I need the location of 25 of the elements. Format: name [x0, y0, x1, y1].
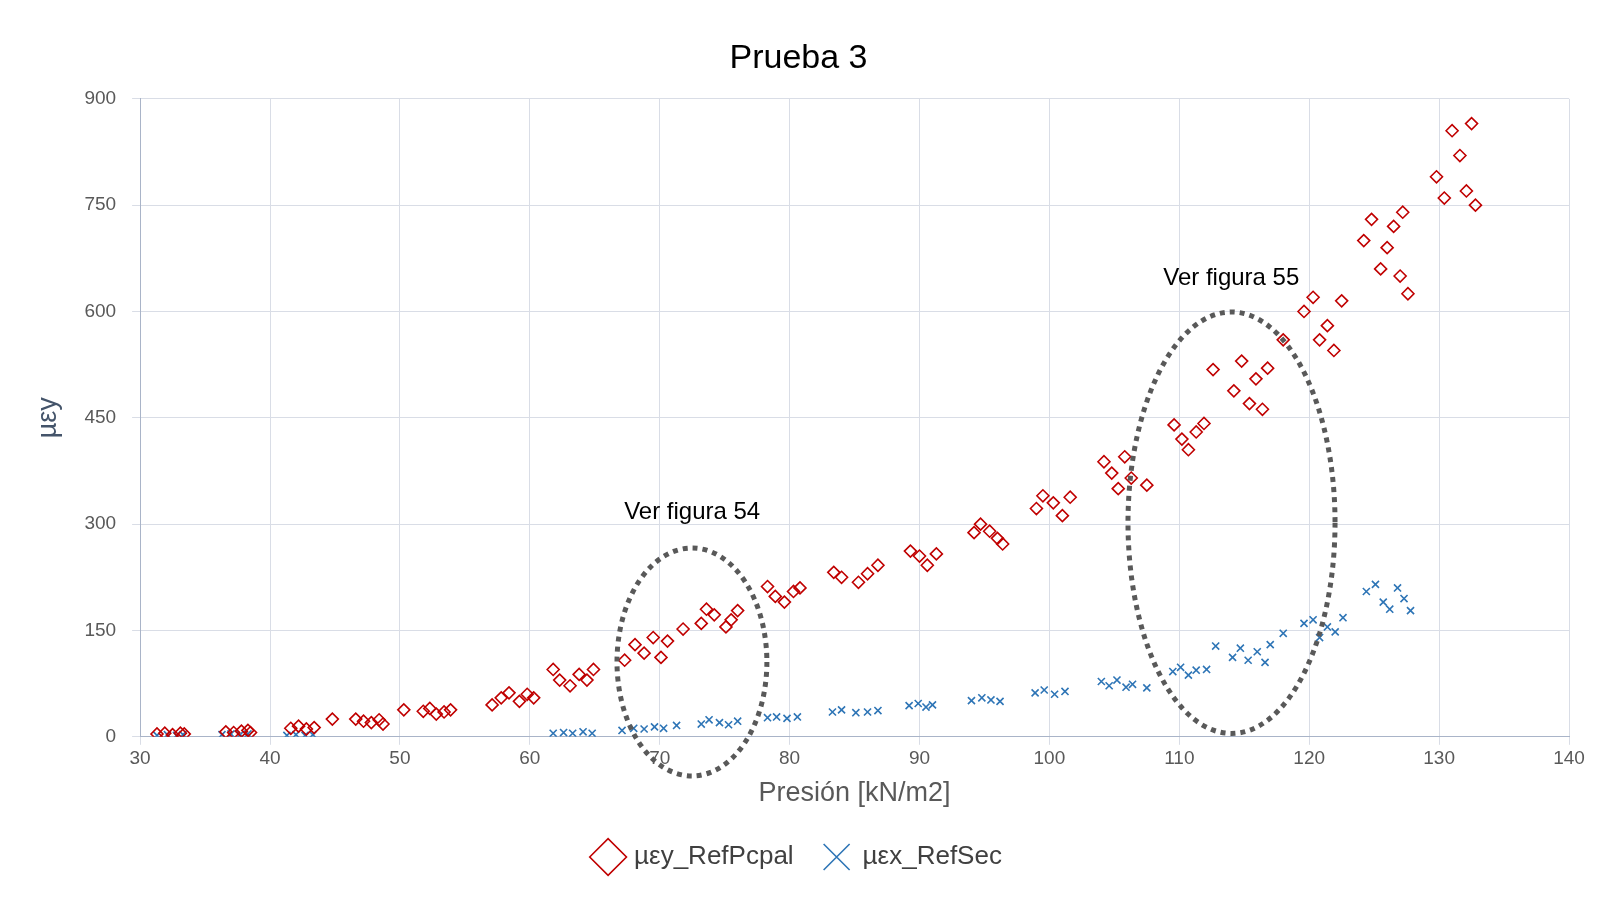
y-tick-label: 300: [84, 512, 117, 534]
y-tick-label: 150: [84, 618, 117, 640]
x-tick-label: 60: [519, 747, 541, 769]
y-axis-title: µεy: [31, 396, 62, 439]
annotation: Ver figura 55: [1163, 262, 1300, 290]
x-tick-label: 110: [1164, 747, 1195, 769]
x-tick-label: 140: [1553, 747, 1585, 769]
annotation: Ver figura 54: [624, 496, 761, 524]
x-tick-label: 30: [129, 747, 151, 769]
x-tick-label: 100: [1033, 747, 1066, 769]
x-tick-label: 130: [1423, 747, 1455, 769]
legend-label: µεy_RefPcpal: [634, 840, 794, 871]
y-tick-label: 900: [84, 87, 117, 109]
y-tick-label: 600: [84, 299, 117, 321]
x-tick-label: 90: [908, 747, 931, 769]
x-tick-label: 40: [259, 747, 281, 769]
x-tick-label: 80: [779, 747, 801, 769]
x-axis-title: Presión [kN/m2]: [758, 777, 951, 808]
y-tick-label: 0: [105, 725, 117, 747]
x-tick-label: 50: [389, 747, 411, 769]
y-tick-label: 450: [84, 406, 117, 428]
legend-label: µεx_RefSec: [862, 840, 1002, 871]
y-tick-label: 750: [84, 193, 117, 215]
x-tick-label: 120: [1293, 747, 1326, 769]
chart-title: Prueba 3: [729, 36, 868, 75]
